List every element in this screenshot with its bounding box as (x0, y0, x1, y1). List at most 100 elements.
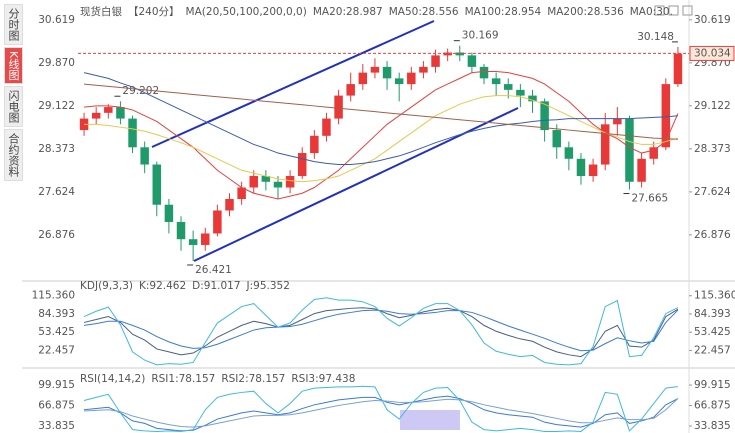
candle-body (588, 164, 598, 177)
candle-body (516, 89, 525, 96)
candle-body (576, 158, 586, 177)
candle-body (455, 52, 465, 56)
annotation: 26.421 (195, 264, 232, 276)
legend-item: MA0:30. (630, 6, 673, 18)
candle-body (649, 147, 658, 159)
icon[interactable] (682, 5, 693, 16)
y-tick-label: 29.122 (694, 100, 731, 112)
y-tick-label: 22.457 (694, 344, 731, 356)
candle-body (346, 84, 355, 96)
legend-item: MA100:28.954 (465, 6, 542, 18)
candle-body (673, 53, 683, 85)
y-tick-label: 30.619 (694, 14, 731, 26)
candle-body (285, 176, 295, 188)
legend-item: 现货白银 (80, 5, 122, 18)
legend-item: D:91.017 (192, 280, 240, 292)
candle-body (140, 147, 149, 165)
candle-body (552, 130, 561, 148)
legend-item: J:95.352 (246, 280, 290, 292)
tab[interactable]: 闪电图 (4, 86, 23, 128)
candle-body (407, 72, 416, 85)
tab-bar[interactable]: 分时图 K线图 闪电图 合约资料 (4, 4, 23, 183)
candle-body (504, 84, 513, 90)
candle-body (491, 78, 501, 85)
annotation: 30.148 (637, 31, 674, 43)
series-line (83, 309, 679, 352)
y-tick-label: 53.425 (38, 326, 75, 338)
y-tick-label: 29.870 (38, 57, 75, 69)
y-tick-label: 84.393 (694, 308, 731, 320)
candle-body (310, 135, 319, 154)
candle-body (164, 204, 174, 222)
y-tick-label: 28.373 (38, 143, 75, 155)
candle-body (540, 101, 549, 131)
y-tick-label: 29.870 (694, 57, 731, 69)
legend-item: MA20:28.987 (313, 6, 383, 18)
candle-body (443, 52, 452, 56)
legend-item: MA(20,50,100,200,0,0) (186, 6, 307, 18)
candle-body (249, 176, 258, 188)
candle-body (128, 118, 137, 148)
candle-body (370, 66, 380, 73)
tab[interactable]: 合约资料 (4, 129, 23, 182)
candle-body (334, 95, 343, 119)
y-tick-label: 27.624 (694, 186, 731, 198)
candle-body (479, 66, 489, 79)
y-tick-label: 99.915 (38, 379, 75, 391)
candle-body (564, 147, 574, 159)
candle-body (613, 118, 622, 125)
highlight (400, 410, 460, 430)
y-tick-label: 26.876 (38, 229, 75, 241)
legend-item: 【240分】 (128, 6, 180, 18)
legend-item: K:92.462 (139, 280, 186, 292)
y-tick-label: 115.360 (32, 290, 75, 302)
candle-body (297, 153, 307, 177)
series-line (83, 307, 679, 358)
y-tick-label: 30.619 (38, 14, 75, 26)
y-tick-label: 29.122 (38, 100, 75, 112)
y-tick-label: 53.425 (694, 326, 731, 338)
candle-body (600, 124, 610, 165)
last-price-label: 30.034 (694, 47, 731, 59)
series-line (83, 72, 678, 166)
legend-item: RSI(14,14,2) (80, 373, 145, 385)
y-tick-label: 66.875 (38, 400, 75, 412)
icon[interactable] (654, 5, 665, 16)
candle-body (637, 158, 646, 182)
candle-body (152, 164, 162, 205)
trend-line (151, 20, 435, 148)
series-line (84, 83, 678, 140)
candle-body (273, 181, 283, 188)
candle-body (188, 239, 198, 245)
y-tick-label: 26.876 (694, 229, 731, 241)
legend-item: RSI3:97.438 (291, 373, 355, 385)
candle-body (201, 233, 210, 245)
candle-body (467, 55, 477, 67)
candle-body (394, 78, 404, 85)
candle-body (176, 221, 186, 240)
annotation: 30.169 (462, 30, 499, 42)
candle-body (625, 118, 634, 182)
tab[interactable]: 分时图 (4, 4, 23, 45)
candle-body (104, 107, 113, 113)
y-tick-label: 84.393 (38, 308, 75, 320)
tab[interactable]: K线图 (4, 47, 23, 85)
candle-body (382, 66, 392, 79)
legend-item: MA200:28.536 (547, 6, 624, 18)
candle-body (358, 72, 368, 85)
y-tick-label: 115.360 (694, 290, 735, 302)
y-tick-label: 33.835 (38, 420, 75, 432)
candle-body (261, 176, 271, 182)
y-tick-label: 33.835 (694, 420, 731, 432)
y-tick-label: 22.457 (38, 344, 75, 356)
legend-item: RSI2:78.157 (221, 373, 285, 385)
candle-body (322, 118, 331, 136)
series-line (83, 385, 679, 432)
candle-body (431, 55, 440, 67)
toolbar[interactable] (654, 5, 693, 16)
y-tick-label: 99.915 (694, 379, 731, 391)
icon[interactable] (668, 5, 679, 16)
legend-item: RSI1:78.157 (151, 373, 215, 385)
